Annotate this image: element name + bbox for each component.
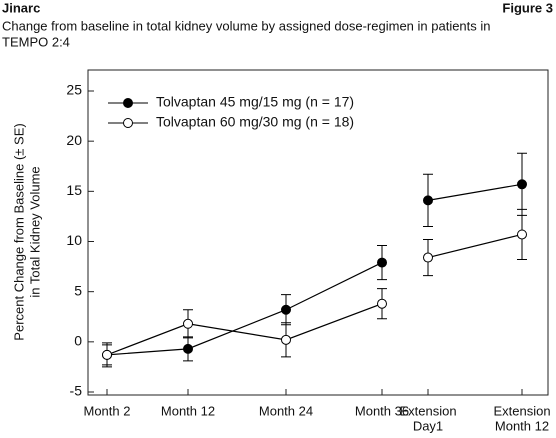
- data-point: [281, 304, 291, 315]
- x-tick-label: Extension: [399, 403, 456, 418]
- chart-title: Change from baseline in total kidney vol…: [2, 18, 491, 33]
- data-point: [517, 229, 527, 240]
- y-tick-label: 20: [66, 132, 82, 148]
- legend-marker: [123, 98, 133, 108]
- legend-label: Tolvaptan 60 mg/30 mg (n = 18): [156, 114, 354, 130]
- y-tick-label: -5: [70, 383, 83, 399]
- x-tick-label: Day1: [413, 418, 443, 433]
- series-line: [427, 233, 523, 259]
- data-point: [102, 349, 112, 360]
- data-point: [183, 343, 193, 354]
- x-tick-label: Month 12: [495, 418, 549, 433]
- legend-label: Tolvaptan 45 mg/15 mg (n = 17): [156, 94, 354, 110]
- data-point: [281, 334, 291, 345]
- header-right: Figure 3: [502, 0, 553, 15]
- series-line: [106, 262, 383, 356]
- legend-marker: [123, 118, 133, 128]
- series-line: [427, 183, 523, 201]
- data-point: [377, 257, 387, 268]
- data-point: [423, 252, 433, 263]
- x-tick-label: Month 12: [161, 403, 215, 418]
- plot-frame: [87, 69, 549, 396]
- x-tick-label: Month 2: [84, 403, 131, 418]
- series-line: [106, 303, 383, 356]
- y-axis-label-line: in Total Kidney Volume: [27, 166, 42, 297]
- data-point: [423, 195, 433, 206]
- data-point: [183, 318, 193, 329]
- x-tick-label: Month 24: [259, 403, 313, 418]
- y-tick-label: 0: [74, 333, 82, 349]
- y-tick-label: 15: [66, 182, 82, 198]
- y-axis-label-line: Percent Change from Baseline (± SE): [11, 123, 26, 340]
- header-left: Jinarc: [2, 0, 40, 15]
- y-tick-label: 10: [66, 232, 82, 248]
- x-tick-label: Month 36: [355, 403, 409, 418]
- data-point: [377, 298, 387, 309]
- y-tick-label: 25: [66, 82, 82, 98]
- data-point: [517, 179, 527, 190]
- x-tick-label: Extension: [493, 403, 550, 418]
- y-axis-label: Percent Change from Baseline (± SE) in T…: [11, 123, 42, 340]
- chart-title: TEMPO 2:4: [2, 34, 70, 49]
- y-tick-label: 5: [74, 282, 82, 298]
